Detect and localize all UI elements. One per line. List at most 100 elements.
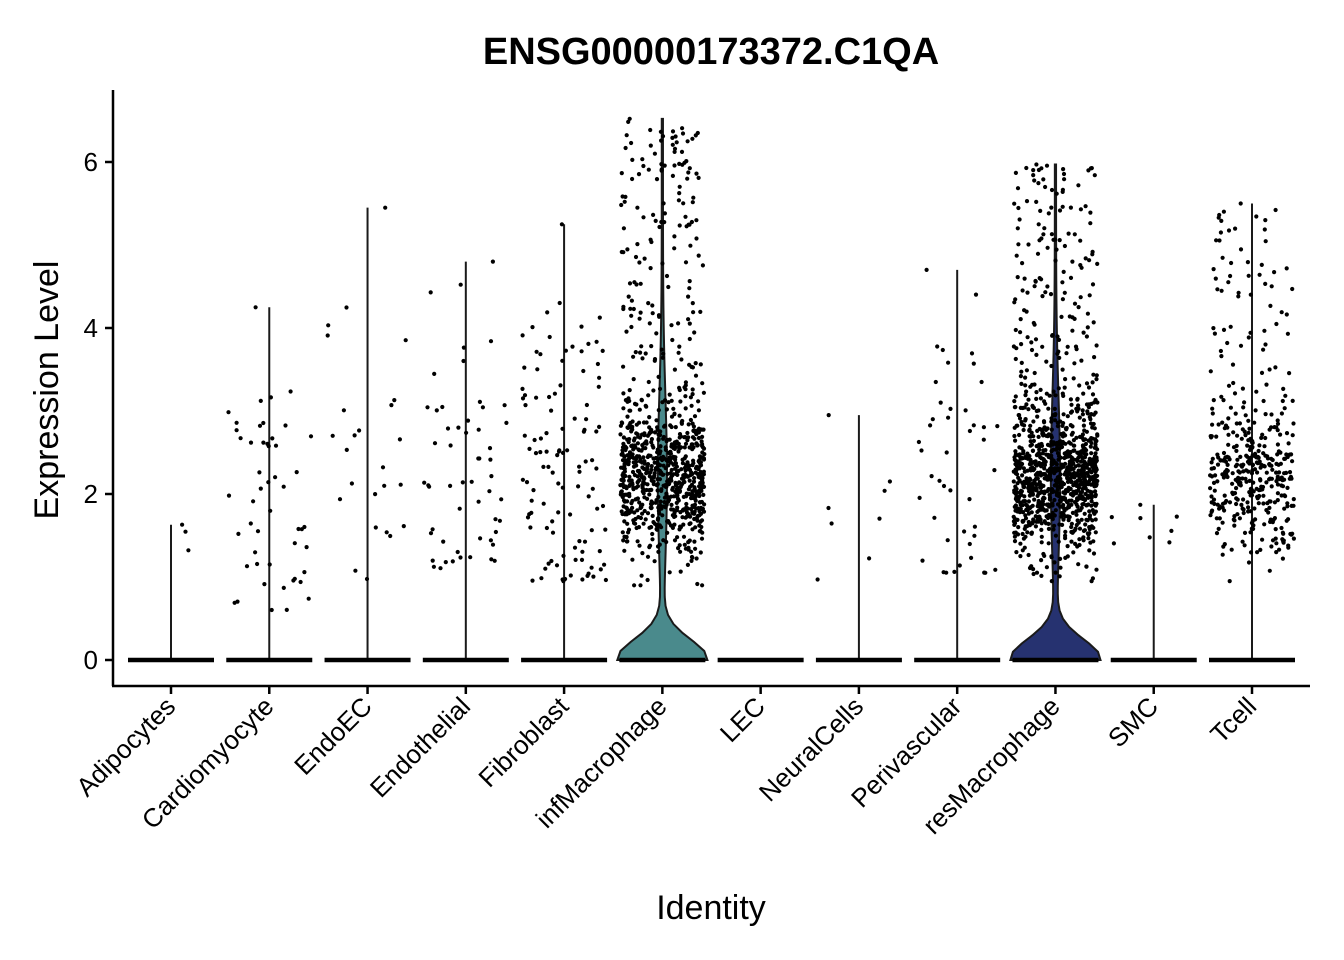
data-point-infmacrophage	[657, 224, 662, 230]
data-point-resmacrophage	[1044, 565, 1049, 570]
data-point-resmacrophage	[1031, 168, 1036, 173]
data-point-infmacrophage	[653, 466, 659, 471]
data-point-resmacrophage	[1039, 485, 1044, 490]
x-tick-label-fibroblast: Fibroblast	[472, 690, 574, 792]
data-point-infmacrophage	[657, 477, 663, 482]
data-point-cardiomyocyte	[298, 579, 303, 585]
data-point-perivascular	[924, 267, 929, 272]
data-point-infmacrophage	[668, 423, 673, 428]
data-point-resmacrophage	[1080, 432, 1085, 437]
data-point-fibroblast	[581, 368, 586, 374]
data-point-infmacrophage	[683, 468, 688, 473]
data-point-tcell	[1268, 499, 1273, 504]
data-point-tcell	[1270, 467, 1275, 472]
data-point-resmacrophage	[1076, 406, 1081, 411]
data-point-tcell	[1273, 527, 1278, 532]
data-point-resmacrophage	[1060, 204, 1065, 209]
data-point-infmacrophage	[629, 324, 634, 330]
data-point-tcell	[1251, 480, 1256, 485]
data-point-resmacrophage	[1083, 522, 1088, 527]
data-point-infmacrophage	[642, 256, 647, 261]
data-point-fibroblast	[520, 477, 526, 482]
data-point-resmacrophage	[1015, 506, 1021, 511]
data-point-tcell	[1262, 227, 1267, 232]
data-point-infmacrophage	[696, 253, 701, 258]
data-point-resmacrophage	[1082, 428, 1087, 433]
data-point-endoec	[337, 497, 343, 502]
data-point-infmacrophage	[701, 472, 706, 477]
data-point-resmacrophage	[1049, 416, 1054, 421]
data-point-infmacrophage	[671, 406, 676, 411]
data-point-endothelial	[443, 560, 448, 565]
data-point-infmacrophage	[664, 493, 669, 498]
data-point-cardiomyocyte	[267, 562, 272, 567]
data-point-tcell	[1221, 398, 1226, 403]
data-point-tcell	[1267, 427, 1272, 432]
data-point-infmacrophage	[654, 483, 659, 488]
data-point-fibroblast	[550, 530, 556, 535]
data-point-tcell	[1262, 444, 1267, 449]
data-point-fibroblast	[532, 437, 537, 443]
data-point-infmacrophage	[621, 304, 626, 309]
data-point-resmacrophage	[1032, 370, 1037, 376]
data-point-tcell	[1220, 552, 1225, 557]
data-point-resmacrophage	[1025, 530, 1030, 535]
x-axis-label: Identity	[656, 889, 766, 927]
data-point-resmacrophage	[1044, 433, 1049, 438]
data-point-cardiomyocyte	[258, 398, 263, 403]
data-point-resmacrophage	[1091, 320, 1096, 325]
data-point-tcell	[1223, 455, 1228, 460]
data-point-tcell	[1241, 469, 1246, 474]
data-point-resmacrophage	[1095, 432, 1100, 437]
data-point-tcell	[1242, 530, 1248, 536]
data-point-infmacrophage	[696, 426, 702, 431]
data-point-resmacrophage	[1083, 437, 1088, 442]
data-point-resmacrophage	[1048, 477, 1053, 482]
data-point-tcell	[1262, 522, 1267, 527]
data-point-resmacrophage	[1056, 337, 1062, 342]
data-point-infmacrophage	[652, 473, 657, 478]
data-point-endothelial	[432, 371, 437, 376]
data-point-resmacrophage	[1024, 402, 1029, 407]
data-point-endoec	[349, 481, 354, 486]
data-point-infmacrophage	[629, 509, 634, 514]
data-point-resmacrophage	[1013, 327, 1018, 333]
data-point-resmacrophage	[1013, 449, 1018, 454]
data-point-infmacrophage	[645, 554, 651, 559]
data-point-cardiomyocyte	[281, 585, 286, 591]
data-point-infmacrophage	[642, 508, 647, 514]
data-point-infmacrophage	[674, 140, 679, 145]
data-point-tcell	[1281, 540, 1286, 545]
data-point-infmacrophage	[621, 226, 627, 231]
data-point-resmacrophage	[1093, 445, 1098, 450]
data-point-infmacrophage	[643, 446, 648, 451]
data-point-tcell	[1237, 421, 1242, 426]
data-point-infmacrophage	[626, 462, 631, 467]
data-point-infmacrophage	[677, 184, 682, 189]
data-point-infmacrophage	[626, 294, 631, 299]
data-point-endothelial	[457, 506, 462, 511]
data-point-tcell	[1242, 400, 1247, 405]
data-point-resmacrophage	[1049, 579, 1054, 584]
data-point-tcell	[1235, 497, 1240, 502]
data-point-infmacrophage	[641, 163, 646, 169]
data-point-infmacrophage	[663, 484, 668, 489]
data-point-tcell	[1256, 448, 1261, 454]
data-point-resmacrophage	[1063, 536, 1068, 541]
data-point-infmacrophage	[643, 517, 648, 522]
data-point-infmacrophage	[646, 393, 651, 398]
data-point-cardiomyocyte	[248, 521, 253, 526]
data-point-resmacrophage	[1067, 514, 1072, 520]
data-point-infmacrophage	[647, 545, 652, 550]
data-point-infmacrophage	[648, 143, 653, 148]
data-point-resmacrophage	[1084, 503, 1089, 508]
data-point-tcell	[1234, 443, 1239, 448]
data-point-infmacrophage	[621, 435, 627, 440]
data-point-tcell	[1274, 321, 1279, 327]
data-point-endothelial	[488, 457, 493, 462]
data-point-resmacrophage	[1062, 385, 1067, 390]
data-point-resmacrophage	[1084, 334, 1089, 339]
data-point-resmacrophage	[1018, 317, 1023, 322]
data-point-resmacrophage	[1090, 508, 1095, 513]
data-point-resmacrophage	[1035, 470, 1040, 475]
